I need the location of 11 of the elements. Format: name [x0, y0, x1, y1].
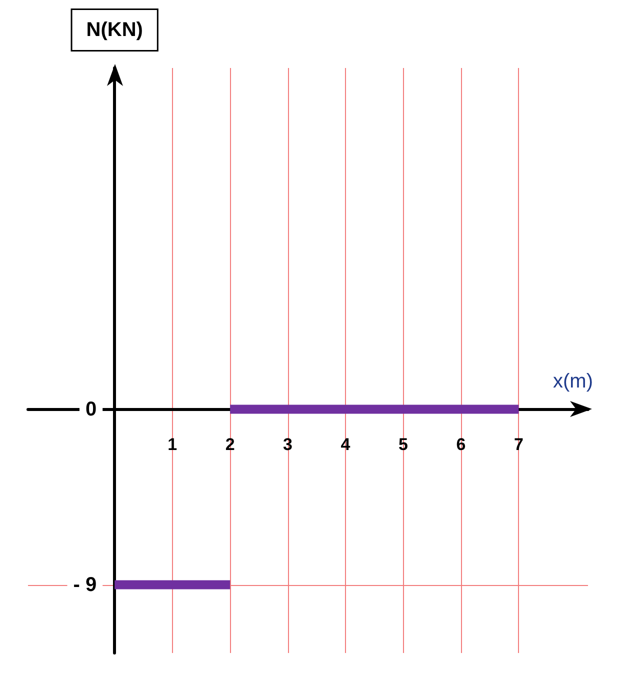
y-axis-title: N(KN) [86, 19, 143, 41]
x-tick-label: 3 [283, 434, 293, 454]
x-tick-label: 5 [398, 434, 408, 454]
x-tick-label: 1 [168, 434, 178, 454]
x-tick-label: 4 [340, 434, 351, 454]
y-tick-label: - 9 [73, 574, 97, 596]
x-tick-label: 7 [514, 434, 524, 454]
x-tick-label: 6 [456, 434, 466, 454]
x-tick-label: 2 [225, 434, 235, 454]
x-axis-title: x(m) [553, 370, 593, 392]
y-tick-label: 0 [85, 398, 97, 420]
